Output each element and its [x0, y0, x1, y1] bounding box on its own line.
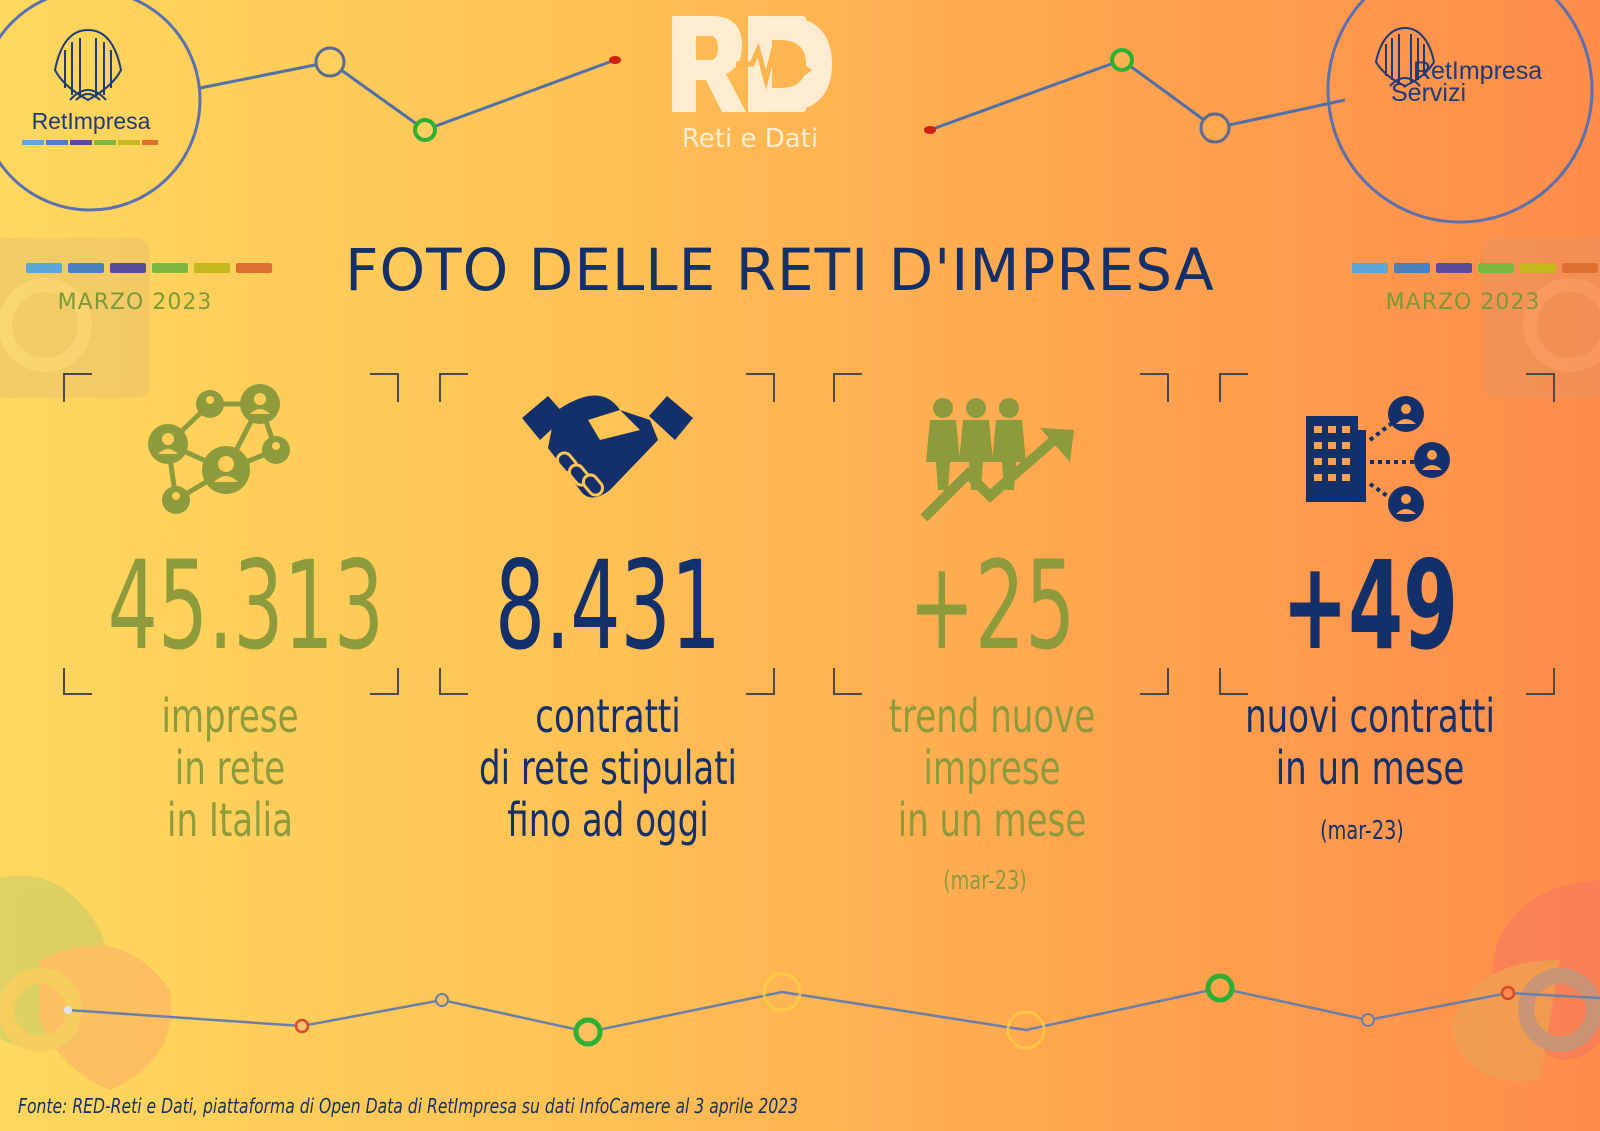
red-logo-subtitle: Reti e Dati [681, 124, 819, 154]
bottom-line-graph [64, 972, 1600, 1050]
retimpresa-colorbar [22, 140, 158, 145]
camera-icon [0, 238, 150, 398]
people-growth-icon [920, 398, 1074, 522]
stat-value-nuovi-contratti: +49 [1281, 535, 1459, 677]
top-line-graph-left [199, 46, 621, 142]
decorative-swirl-left [0, 875, 172, 1090]
label-line: imprese [161, 689, 299, 743]
red-logo [672, 16, 832, 112]
stat-label-contratti: contratti di rete stipulati fino ad oggi [467, 690, 748, 846]
label-line: imprese [923, 741, 1061, 795]
label-line: in un mese [897, 793, 1087, 847]
stat-note-nuovi-contratti: (mar-23) [1320, 816, 1404, 846]
source-note: Fonte: RED-Reti e Dati, piattaforma di O… [18, 1094, 799, 1118]
label-line: in Italia [167, 793, 293, 847]
retimpresa-logo-text: RetImpresa [31, 108, 151, 134]
date-left: MARZO 2023 [57, 290, 213, 315]
color-stripes-right [1352, 263, 1598, 273]
retimpresa-servizi-eagle-logo [1374, 26, 1436, 88]
label-line: nuovi contratti [1245, 689, 1495, 743]
label-line: contratti [535, 689, 681, 743]
retimpresa-eagle-logo [53, 28, 123, 102]
label-line: di rete stipulati [478, 741, 738, 795]
stat-value-imprese: 45.313 [107, 535, 385, 677]
building-network-icon [1306, 396, 1450, 522]
retimpresa-servizi-logo-text: RetImpresa Servizi [1391, 57, 1593, 106]
logo-ring [1326, 0, 1594, 224]
retimpresa-servizi-line-2: Servizi [1391, 79, 1467, 107]
label-line: in rete [174, 741, 286, 795]
decorative-swirl-right [1450, 880, 1600, 1082]
stat-value-trend-imprese: +25 [908, 535, 1076, 677]
date-right: MARZO 2023 [1385, 290, 1541, 315]
stat-label-nuovi-contratti: nuovi contratti in un mese [1229, 690, 1510, 794]
top-line-graph-right [924, 48, 1346, 144]
logo-ring [0, 0, 202, 212]
color-stripes-left [26, 263, 272, 273]
retimpresa-servizi-line-1: RetImpresa [1413, 57, 1543, 85]
stat-label-trend-imprese: trend nuove imprese in un mese [851, 690, 1132, 846]
stat-note-trend-imprese: (mar-23) [943, 866, 1027, 896]
label-line: trend nuove [888, 689, 1096, 743]
stat-label-imprese: imprese in rete in Italia [89, 690, 370, 846]
stat-value-contratti: 8.431 [494, 535, 722, 677]
handshake-icon [522, 395, 693, 498]
network-people-icon [148, 384, 290, 514]
label-line: in un mese [1275, 741, 1465, 795]
stat-frames [63, 373, 1555, 695]
label-line: fino ad oggi [507, 793, 709, 847]
page-title: FOTO DELLE RETI D'IMPRESA [345, 236, 1215, 304]
camera-icon [1482, 238, 1600, 398]
